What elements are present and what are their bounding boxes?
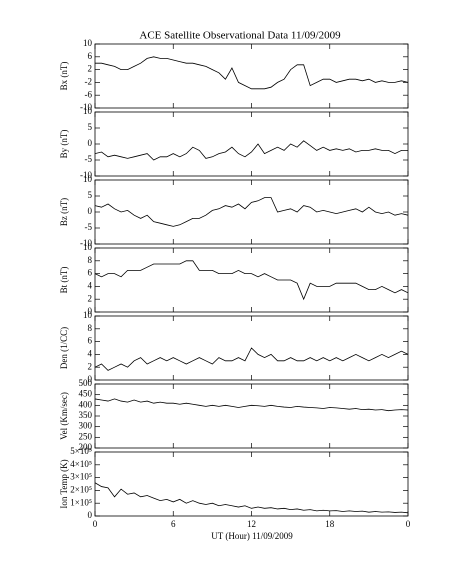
y-tick-label: 4×10⁵ bbox=[70, 459, 92, 469]
y-axis-label: Den (1/CC) bbox=[59, 327, 69, 369]
y-tick-label: 4 bbox=[88, 280, 93, 290]
y-tick-label: 10 bbox=[83, 174, 93, 184]
y-axis-label: By (nT) bbox=[59, 130, 69, 159]
data-line bbox=[94, 482, 409, 514]
y-tick-label: 10 bbox=[83, 106, 93, 116]
y-tick-label: 1×10⁵ bbox=[70, 497, 92, 507]
y-tick-label: -10 bbox=[80, 102, 92, 112]
y-tick-label: 400 bbox=[79, 399, 93, 409]
y-tick-label: 2 bbox=[88, 64, 93, 74]
y-tick-label: 0 bbox=[88, 374, 93, 384]
y-axis-label: Ion Temp (K) bbox=[59, 459, 69, 508]
y-tick-label: -2 bbox=[85, 76, 93, 86]
x-axis-label: UT (Hour) 11/09/2009 bbox=[211, 531, 293, 541]
x-tick-label: 0 bbox=[406, 519, 411, 529]
y-tick-label: -5 bbox=[85, 222, 93, 232]
x-tick-label: 18 bbox=[325, 519, 335, 529]
y-tick-label: 0 bbox=[88, 138, 93, 148]
y-tick-label: -6 bbox=[85, 89, 93, 99]
data-line bbox=[94, 197, 409, 227]
y-tick-label: -10 bbox=[80, 238, 92, 248]
data-line bbox=[94, 347, 409, 371]
y-tick-label: 6 bbox=[88, 336, 93, 346]
y-tick-label: 8 bbox=[88, 255, 93, 265]
y-tick-label: 6 bbox=[88, 51, 93, 61]
y-tick-label: 2 bbox=[88, 361, 93, 371]
chart-title: ACE Satellite Observational Data 11/09/2… bbox=[139, 30, 341, 42]
data-line bbox=[94, 260, 409, 301]
x-tick-label: 12 bbox=[247, 519, 256, 529]
panel-frame bbox=[94, 247, 409, 313]
y-tick-label: 0 bbox=[88, 510, 93, 520]
y-tick-label: 5 bbox=[88, 122, 93, 132]
y-tick-label: 8 bbox=[88, 323, 93, 333]
y-tick-label: 500 bbox=[79, 378, 93, 388]
y-tick-label: 3×10⁵ bbox=[70, 472, 92, 482]
y-axis-label: Bx (nT) bbox=[59, 62, 69, 91]
y-tick-label: 10 bbox=[83, 38, 93, 48]
panel-frame bbox=[94, 179, 409, 245]
y-tick-label: 250 bbox=[79, 431, 93, 441]
data-line bbox=[95, 56, 409, 90]
y-tick-label: 0 bbox=[88, 306, 93, 316]
panel-frame bbox=[94, 43, 409, 109]
y-tick-label: 350 bbox=[79, 410, 93, 420]
y-tick-label: 10 bbox=[83, 242, 93, 252]
y-axis-label: Bt (nT) bbox=[59, 267, 69, 294]
y-tick-label: 0 bbox=[88, 206, 93, 216]
panel-frame bbox=[94, 383, 409, 449]
y-tick-label: 4 bbox=[88, 348, 93, 358]
y-tick-label: 300 bbox=[79, 421, 93, 431]
y-axis-label: Bz (nT) bbox=[59, 198, 69, 226]
data-line bbox=[94, 398, 409, 412]
y-axis-label: Vel (Km/sec) bbox=[59, 392, 69, 440]
y-tick-label: 6 bbox=[88, 268, 93, 278]
y-tick-label: 200 bbox=[79, 442, 93, 452]
y-tick-label: 10 bbox=[83, 310, 93, 320]
panel-frame bbox=[94, 451, 409, 517]
x-tick-label: 0 bbox=[93, 519, 98, 529]
panel-frame bbox=[94, 111, 409, 177]
y-tick-label: 450 bbox=[79, 389, 93, 399]
x-tick-label: 6 bbox=[171, 519, 176, 529]
y-tick-label: 2 bbox=[88, 293, 93, 303]
y-tick-label: -10 bbox=[80, 170, 92, 180]
y-tick-label: 5 bbox=[88, 190, 93, 200]
data-line bbox=[94, 140, 408, 161]
y-tick-label: -5 bbox=[85, 154, 93, 164]
y-tick-label: 5×10⁵ bbox=[70, 446, 92, 456]
y-tick-label: 2×10⁵ bbox=[70, 484, 92, 494]
